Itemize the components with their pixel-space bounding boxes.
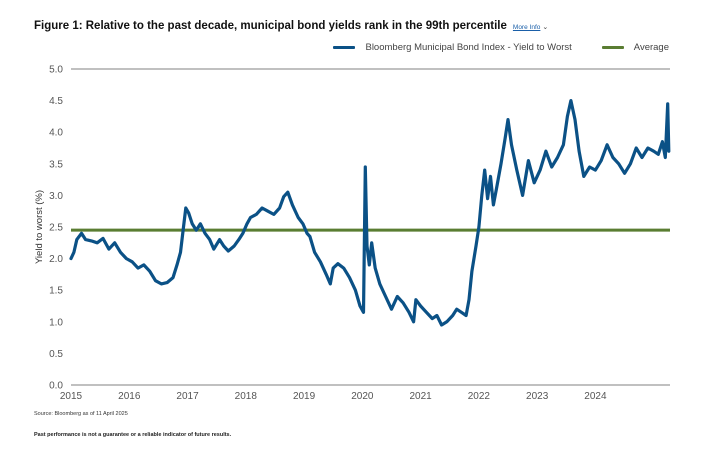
y-tick-label: 2.5 bbox=[49, 223, 63, 234]
figure-title: Figure 1: Relative to the past decade, m… bbox=[34, 20, 548, 32]
y-tick-label: 3.5 bbox=[49, 159, 63, 170]
y-tick-label: 1.5 bbox=[49, 286, 63, 297]
x-tick-label: 2019 bbox=[293, 391, 316, 402]
chart-legend: Bloomberg Municipal Bond Index - Yield t… bbox=[303, 42, 669, 53]
legend-swatch-yield bbox=[333, 46, 356, 49]
disclaimer-note: Past performance is not a guarantee or a… bbox=[34, 432, 232, 438]
chart-axes: 0.0 0.5 1.0 1.5 2.0 2.5 3.0 3.5 4.0 4.5 5.0 2015 201… bbox=[34, 65, 670, 402]
legend-item-yield: Bloomberg Municipal Bond Index - Yield t… bbox=[333, 42, 572, 53]
chevron-down-icon[interactable]: ⌄ bbox=[542, 24, 549, 31]
x-tick-label: 2021 bbox=[409, 391, 432, 402]
y-tick-label: 0.0 bbox=[49, 381, 63, 392]
y-tick-label: 0.5 bbox=[49, 349, 63, 360]
y-tick-label: 3.0 bbox=[49, 191, 63, 202]
y-axis-title: Yield to worst (%) bbox=[34, 190, 45, 264]
y-tick-label: 5.0 bbox=[49, 65, 63, 76]
legend-swatch-average bbox=[601, 46, 624, 49]
y-tick-label: 1.0 bbox=[49, 317, 63, 328]
x-tick-label: 2024 bbox=[584, 391, 607, 402]
legend-item-average: Average bbox=[601, 42, 669, 53]
x-tick-label: 2017 bbox=[176, 391, 199, 402]
source-note: Source: Bloomberg as of 11 April 2025 bbox=[34, 411, 128, 417]
series-line-yield-to-worst bbox=[69, 99, 671, 327]
x-tick-label: 2020 bbox=[351, 391, 374, 402]
chart-series bbox=[69, 99, 671, 327]
y-tick-label: 4.5 bbox=[49, 96, 63, 107]
x-tick-label: 2023 bbox=[526, 391, 549, 402]
x-tick-label: 2018 bbox=[235, 391, 258, 402]
x-tick-label: 2016 bbox=[118, 391, 141, 402]
legend-label-average: Average bbox=[633, 42, 669, 53]
y-tick-label: 4.0 bbox=[49, 128, 63, 139]
more-info-link[interactable]: More Info bbox=[512, 24, 541, 31]
x-tick-label: 2015 bbox=[60, 391, 83, 402]
y-tick-label: 2.0 bbox=[49, 254, 63, 265]
figure-title-text: Figure 1: Relative to the past decade, m… bbox=[34, 20, 507, 32]
legend-label-yield: Bloomberg Municipal Bond Index - Yield t… bbox=[365, 42, 572, 53]
x-tick-label: 2022 bbox=[468, 391, 491, 402]
